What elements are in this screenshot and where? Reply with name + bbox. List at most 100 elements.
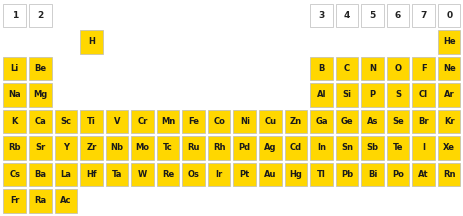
Text: Cs: Cs <box>9 170 20 179</box>
Bar <box>258 110 281 133</box>
Bar <box>207 162 230 186</box>
Bar <box>233 110 256 133</box>
Bar <box>309 110 332 133</box>
Bar <box>284 136 307 159</box>
Text: Rb: Rb <box>8 143 21 152</box>
Text: H: H <box>88 37 94 46</box>
Text: Cu: Cu <box>264 117 276 126</box>
Bar <box>182 162 205 186</box>
Bar <box>309 57 332 80</box>
Bar <box>156 136 179 159</box>
Text: Pt: Pt <box>239 170 250 179</box>
Text: Br: Br <box>418 117 428 126</box>
Text: C: C <box>343 64 349 73</box>
Bar <box>182 136 205 159</box>
Text: 7: 7 <box>419 11 426 20</box>
Text: Ra: Ra <box>34 196 46 205</box>
Bar <box>4 189 26 213</box>
Bar <box>80 30 102 54</box>
Text: Mg: Mg <box>33 90 47 99</box>
Text: Tc: Tc <box>163 143 173 152</box>
Bar <box>29 83 51 106</box>
Text: Y: Y <box>63 143 69 152</box>
Text: Hg: Hg <box>289 170 302 179</box>
Bar <box>386 57 408 80</box>
Text: Te: Te <box>392 143 402 152</box>
Bar <box>131 110 154 133</box>
Bar <box>437 30 459 54</box>
Bar <box>55 189 77 213</box>
Bar <box>437 110 459 133</box>
Text: In: In <box>316 143 325 152</box>
Text: Ta: Ta <box>112 170 122 179</box>
Bar <box>412 162 434 186</box>
Bar <box>335 136 357 159</box>
Bar <box>309 3 332 27</box>
Text: Ni: Ni <box>239 117 249 126</box>
Bar <box>29 3 51 27</box>
Text: Ac: Ac <box>60 196 71 205</box>
Bar <box>361 3 383 27</box>
Bar <box>106 110 128 133</box>
Bar <box>335 83 357 106</box>
Bar <box>335 110 357 133</box>
Bar <box>386 3 408 27</box>
Text: Fe: Fe <box>188 117 199 126</box>
Text: Si: Si <box>342 90 351 99</box>
Text: K: K <box>12 117 18 126</box>
Text: Re: Re <box>162 170 174 179</box>
Text: Na: Na <box>8 90 21 99</box>
Bar <box>4 162 26 186</box>
Bar <box>386 136 408 159</box>
Bar <box>309 83 332 106</box>
Bar <box>437 162 459 186</box>
Bar <box>437 136 459 159</box>
Text: Ca: Ca <box>34 117 46 126</box>
Text: Tl: Tl <box>316 170 325 179</box>
Bar <box>437 57 459 80</box>
Bar <box>207 110 230 133</box>
Bar <box>361 162 383 186</box>
Bar <box>106 162 128 186</box>
Bar <box>437 3 459 27</box>
Text: Sr: Sr <box>35 143 45 152</box>
Bar <box>55 162 77 186</box>
Text: Sb: Sb <box>366 143 378 152</box>
Bar <box>386 162 408 186</box>
Text: Ar: Ar <box>443 90 454 99</box>
Bar <box>412 110 434 133</box>
Bar <box>309 136 332 159</box>
Text: Rh: Rh <box>213 143 225 152</box>
Text: O: O <box>394 64 401 73</box>
Text: F: F <box>420 64 425 73</box>
Bar <box>80 162 102 186</box>
Text: Mn: Mn <box>161 117 175 126</box>
Text: Sc: Sc <box>60 117 71 126</box>
Bar <box>335 57 357 80</box>
Text: Os: Os <box>188 170 199 179</box>
Bar <box>361 136 383 159</box>
Bar <box>29 110 51 133</box>
Bar <box>258 162 281 186</box>
Text: Li: Li <box>11 64 19 73</box>
Bar <box>80 136 102 159</box>
Bar <box>412 3 434 27</box>
Text: W: W <box>138 170 147 179</box>
Text: Pb: Pb <box>340 170 352 179</box>
Text: As: As <box>366 117 377 126</box>
Bar <box>182 110 205 133</box>
Text: 3: 3 <box>318 11 324 20</box>
Text: Co: Co <box>213 117 225 126</box>
Bar <box>4 83 26 106</box>
Text: Al: Al <box>316 90 325 99</box>
Text: Cl: Cl <box>418 90 427 99</box>
Text: La: La <box>60 170 71 179</box>
Bar <box>412 83 434 106</box>
Bar <box>412 57 434 80</box>
Bar <box>4 136 26 159</box>
Bar <box>361 110 383 133</box>
Text: B: B <box>318 64 324 73</box>
Text: Ru: Ru <box>187 143 200 152</box>
Text: 0: 0 <box>445 11 451 20</box>
Text: Bi: Bi <box>367 170 376 179</box>
